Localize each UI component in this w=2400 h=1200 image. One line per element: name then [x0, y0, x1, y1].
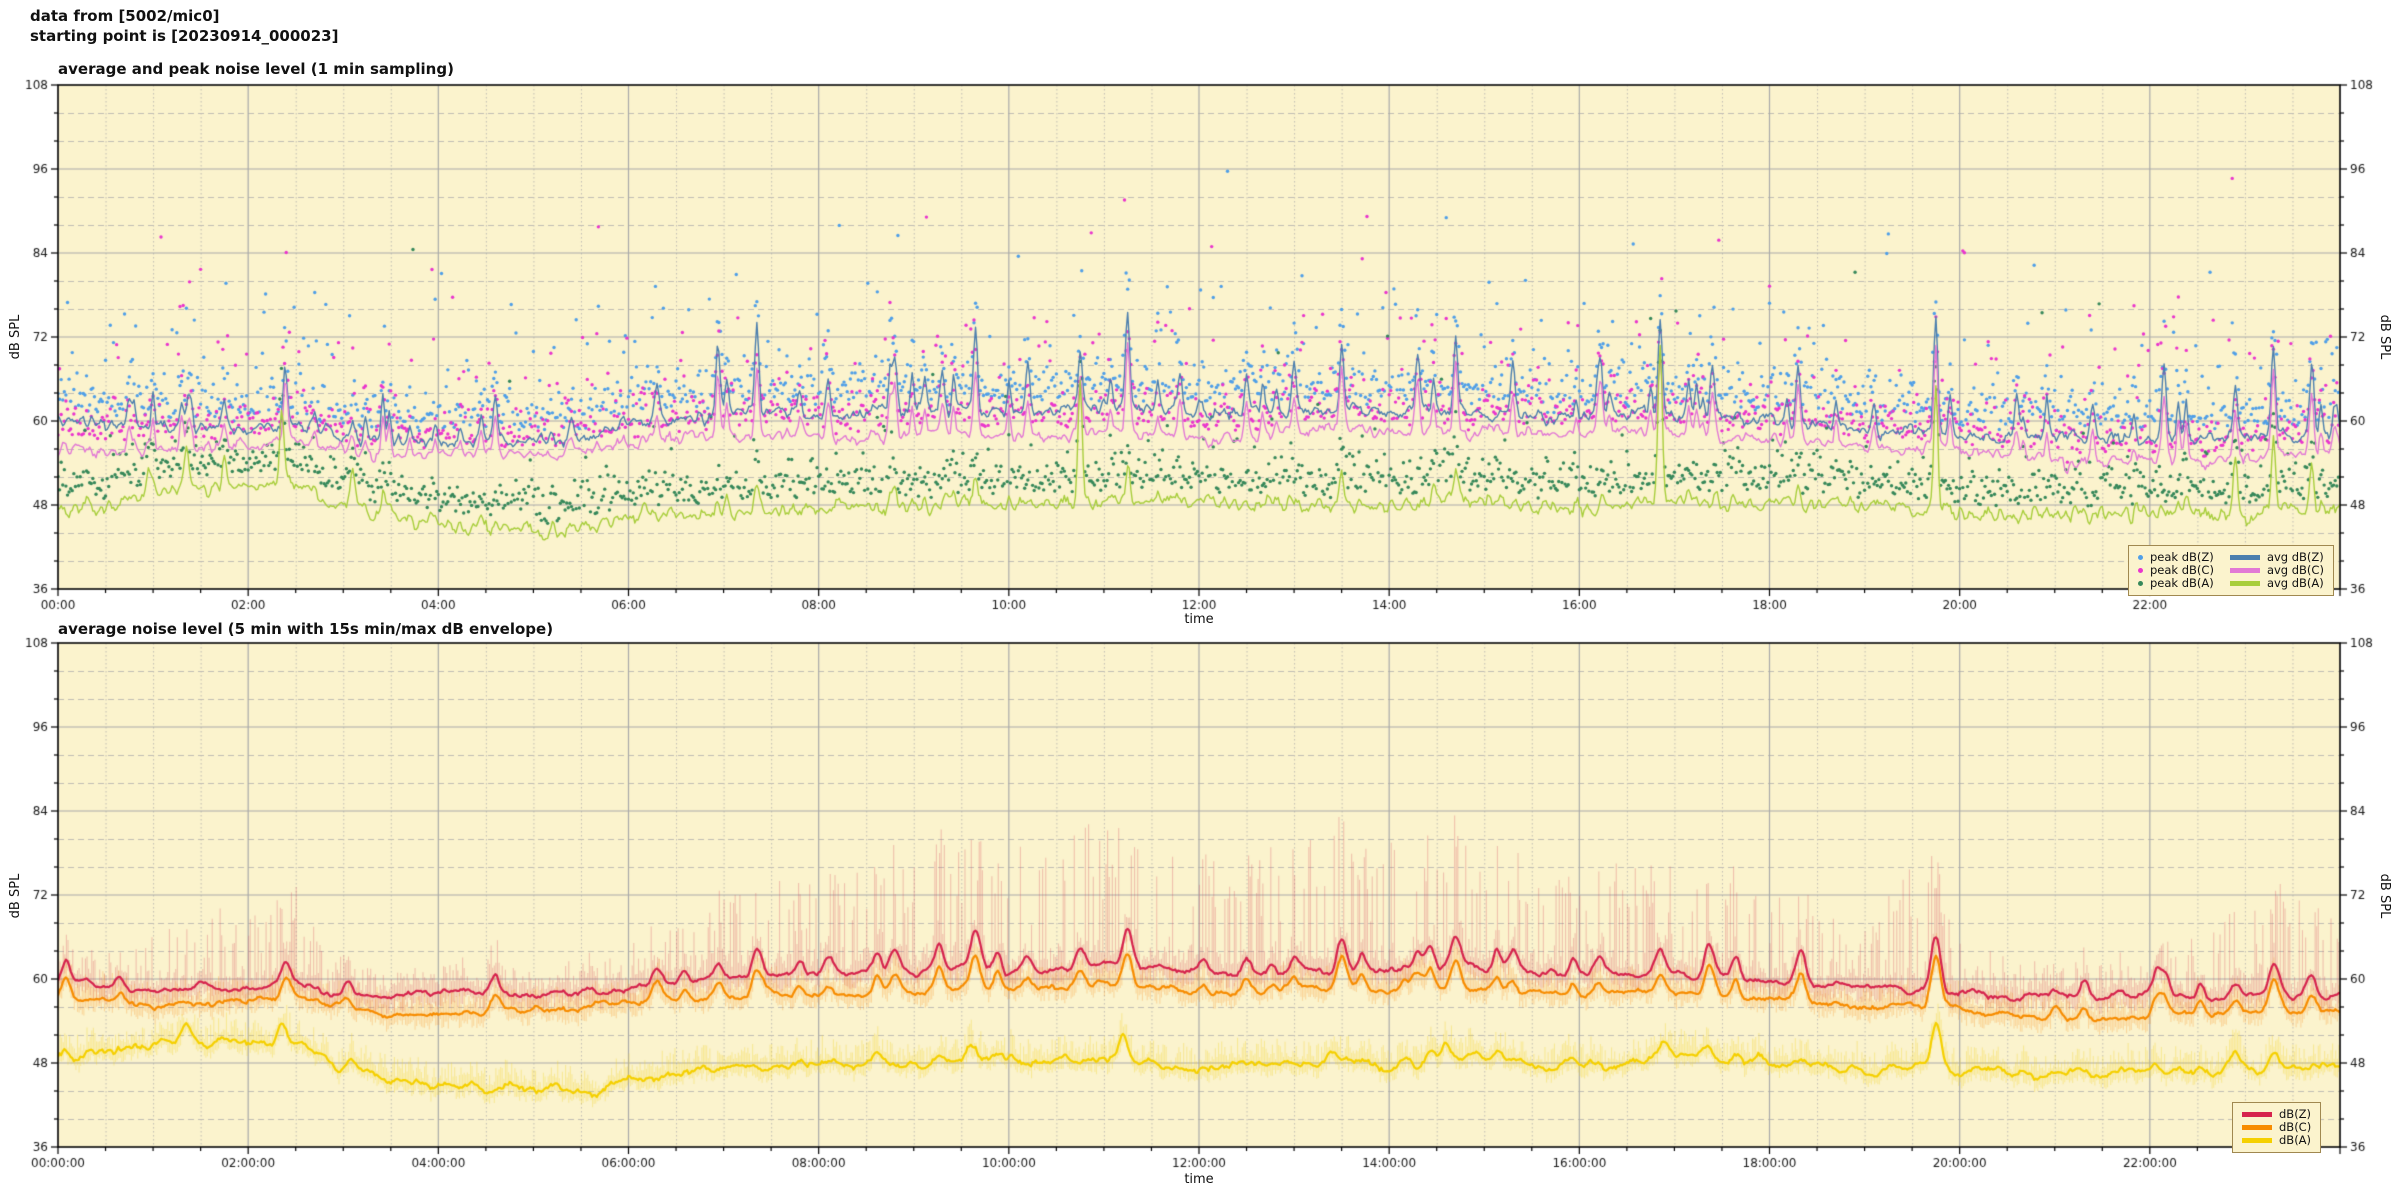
legend-item: dB(C) — [2242, 1121, 2311, 1134]
legend-item: dB(Z) — [2242, 1108, 2311, 1121]
legend-item: peak dB(A) — [2138, 577, 2214, 590]
top-chart-legend: peak dB(Z) peak dB(C) peak dB(A) avg dB(Z) a… — [2128, 545, 2334, 596]
legend-column: dB(Z) dB(C) dB(A) — [2242, 1108, 2311, 1147]
legend-label: avg dB(C) — [2266, 563, 2324, 577]
header-line1: data from [5002/mic0] — [30, 7, 220, 25]
legend-column: avg dB(Z) avg dB(C) avg dB(A) — [2229, 550, 2324, 590]
header-line2: starting point is [20230914_000023] — [30, 27, 339, 45]
legend-column: peak dB(Z) peak dB(C) peak dB(A) — [2138, 551, 2214, 590]
bottom-x-axis-label: time — [1184, 1172, 1214, 1187]
top-x-axis-label: time — [1184, 612, 1214, 627]
legend-dot-marker — [2138, 581, 2143, 586]
legend-line-marker — [2229, 568, 2260, 573]
legend-item: avg dB(Z) — [2229, 550, 2324, 564]
legend-item: dB(A) — [2242, 1134, 2311, 1147]
legend-dot-marker — [2138, 555, 2143, 560]
legend-item: peak dB(C) — [2138, 564, 2214, 577]
legend-label: peak dB(A) — [2150, 576, 2214, 590]
legend-label: avg dB(A) — [2266, 576, 2324, 590]
legend-label: peak dB(C) — [2150, 563, 2214, 577]
legend-label: dB(A) — [2279, 1133, 2312, 1147]
top-right-y-axis-label: dB SPL — [2377, 314, 2392, 360]
legend-label: dB(C) — [2279, 1120, 2312, 1134]
legend-label: dB(Z) — [2279, 1107, 2312, 1121]
bottom-chart-legend: dB(Z) dB(C) dB(A) — [2232, 1102, 2322, 1153]
bottom-chart-title: average noise level (5 min with 15s min/… — [58, 620, 554, 638]
legend-item: peak dB(Z) — [2138, 551, 2214, 564]
legend-item: avg dB(C) — [2229, 563, 2324, 577]
top-left-y-axis-label: dB SPL — [8, 314, 23, 360]
legend-line-marker — [2242, 1112, 2272, 1117]
header: data from [5002/mic0] starting point is [… — [30, 6, 338, 46]
bottom-right-y-axis-label: dB SPL — [2377, 873, 2392, 919]
legend-item: avg dB(A) — [2229, 576, 2324, 590]
legend-line-marker — [2242, 1125, 2272, 1130]
bottom-left-y-axis-label: dB SPL — [8, 873, 23, 919]
legend-label: avg dB(Z) — [2266, 550, 2324, 564]
legend-line-marker — [2229, 555, 2260, 560]
top-chart-title: average and peak noise level (1 min samp… — [58, 60, 454, 78]
legend-dot-marker — [2138, 568, 2143, 573]
legend-line-marker — [2229, 581, 2260, 586]
legend-line-marker — [2242, 1138, 2272, 1143]
legend-label: peak dB(Z) — [2150, 550, 2214, 564]
